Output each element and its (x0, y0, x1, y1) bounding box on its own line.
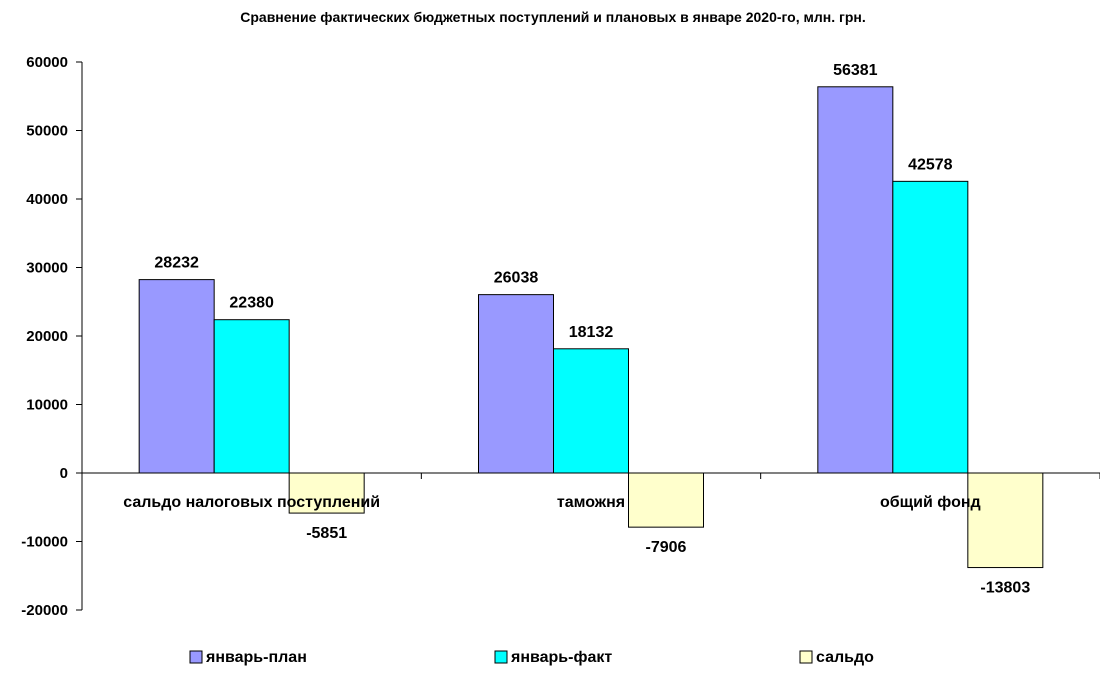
bar-3-2 (628, 472, 704, 528)
y-tick-label: 20000 (26, 328, 68, 345)
legend-label: январь-факт (510, 649, 612, 666)
legend-label: сальдо (816, 649, 874, 666)
y-tick-label: 30000 (26, 260, 68, 277)
data-label: 56381 (833, 62, 878, 79)
data-label: -5851 (306, 525, 347, 542)
chart-title: Сравнение фактических бюджетных поступле… (240, 9, 865, 25)
bar-1-2 (478, 294, 554, 474)
data-label: 26038 (494, 270, 539, 287)
y-axis: 60000 50000 40000 30000 20000 10000 0 -10000 -20… (21, 54, 83, 619)
bar-2-3 (892, 180, 969, 474)
y-tick-label: -20000 (21, 602, 68, 619)
y-tick-label: 40000 (26, 191, 68, 208)
data-label: 22380 (229, 295, 274, 312)
x-axis: сальдо налоговых поступлений таможня общий… (81, 472, 1100, 511)
data-label: 18132 (569, 324, 614, 341)
y-tick-label: 10000 (26, 397, 68, 414)
data-label: 42578 (908, 156, 953, 173)
category-label: таможня (557, 494, 625, 511)
legend-swatch (799, 650, 813, 664)
data-label: -13803 (980, 580, 1030, 597)
y-tick-label: -10000 (21, 534, 68, 551)
data-labels: 28232 22380 -5851 26038 18132 -7906 56381 42578… (154, 62, 1030, 597)
legend-swatch (494, 650, 508, 664)
y-tick-label: 0 (60, 465, 68, 482)
bar-2-1 (213, 319, 290, 474)
data-label: -7906 (646, 539, 687, 556)
legend-swatch (189, 650, 203, 664)
bar-1-1 (138, 279, 215, 474)
legend-label: январь-план (205, 649, 307, 666)
bar-2-2 (553, 348, 629, 474)
category-label: сальдо налоговых поступлений (123, 494, 380, 511)
bars (138, 86, 1044, 569)
bar-3-3 (967, 472, 1044, 569)
bar-3-1 (288, 472, 365, 514)
y-tick-label: 50000 (26, 123, 68, 140)
category-label: общий фонд (880, 494, 981, 511)
y-tick-label: 60000 (26, 54, 68, 71)
legend: январь-план январь-факт сальдо (189, 649, 874, 666)
bar-1-3 (817, 86, 894, 474)
data-label: 28232 (154, 255, 199, 272)
